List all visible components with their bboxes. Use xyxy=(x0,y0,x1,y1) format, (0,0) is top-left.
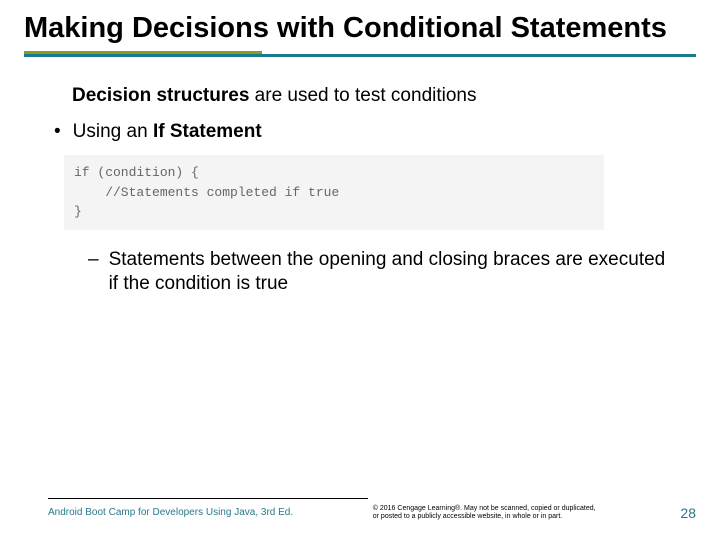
footer: Android Boot Camp for Developers Using J… xyxy=(48,498,696,523)
code-block: if (condition) { //Statements completed … xyxy=(64,155,604,230)
bullet-text: Using an If Statement xyxy=(73,121,262,143)
intro-bold: Decision structures xyxy=(72,85,249,106)
bullet-1: • Using an If Statement xyxy=(48,121,672,143)
intro-text: Decision structures are used to test con… xyxy=(72,85,672,107)
sub-bullet-marker: – xyxy=(88,249,99,271)
footer-page-number: 28 xyxy=(680,505,696,521)
sub-bullet-1: – Statements between the opening and clo… xyxy=(88,248,672,296)
content-area: Decision structures are used to test con… xyxy=(0,57,720,295)
sub-bullet-text: Statements between the opening and closi… xyxy=(109,248,672,296)
footer-book-title: Android Boot Camp for Developers Using J… xyxy=(48,505,293,518)
bullet-bold: If Statement xyxy=(153,121,262,142)
code-text: if (condition) { //Statements completed … xyxy=(74,163,594,222)
title-underline xyxy=(24,51,696,57)
footer-divider xyxy=(48,498,368,499)
slide-title: Making Decisions with Conditional Statem… xyxy=(24,12,696,45)
bullet-marker: • xyxy=(54,121,61,143)
bullet-prefix: Using an xyxy=(73,121,153,142)
footer-copyright: © 2016 Cengage Learning®. May not be sca… xyxy=(373,505,603,523)
intro-rest: are used to test conditions xyxy=(249,85,476,106)
